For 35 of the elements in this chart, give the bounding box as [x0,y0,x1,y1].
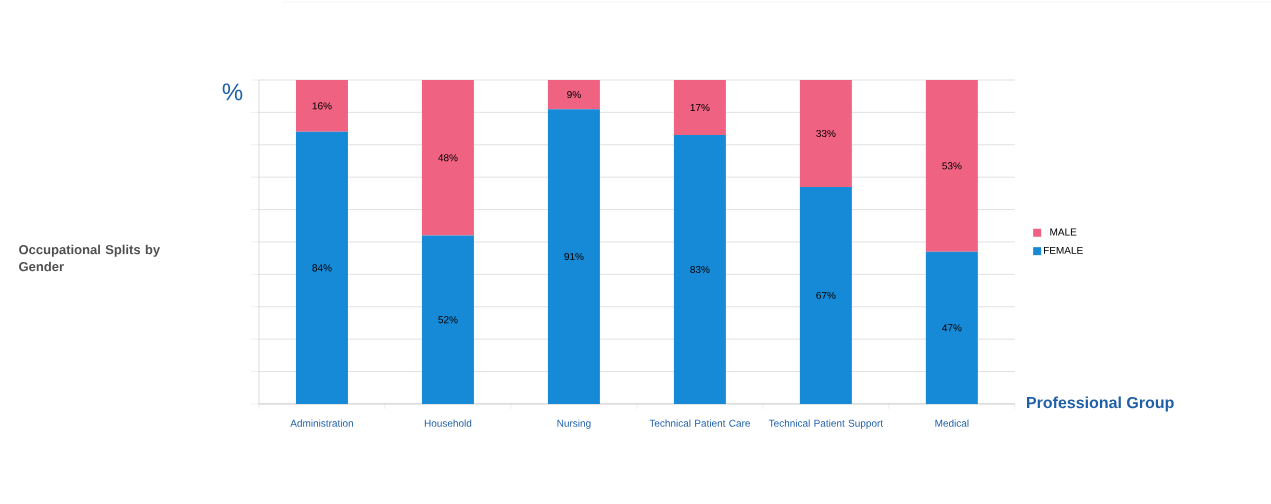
bar [799,186,852,404]
bar [925,80,978,252]
bar [673,80,726,136]
x-tick-label: Nursing [557,419,591,429]
data-label: 47% [942,324,962,332]
bar [421,80,474,236]
x-tick-label: Technical Patient Care [649,419,750,427]
bar [673,135,726,404]
text: Occupational Splits by Gender [19,244,161,272]
bar [799,80,852,187]
bar [421,235,474,404]
data-label: 16% [312,102,332,110]
bar [295,131,348,404]
data-label: 53% [942,162,962,170]
legend-label: FEMALE [1043,246,1083,254]
data-label: 33% [816,129,836,137]
data-label: 67% [816,291,836,299]
bar [547,109,600,404]
data-label: 48% [438,154,458,162]
bar [547,80,600,110]
x-axis-title: Professional Group [1027,396,1174,412]
data-label: 9% [567,91,581,99]
y-axis-title: % [222,83,243,101]
x-tick-label: Household [424,419,472,427]
data-label: 84% [312,264,332,272]
data-label: 17% [690,104,710,112]
x-tick-label: Technical Patient Support [768,419,884,429]
bar [295,80,348,132]
x-tick-label: Medical [935,419,969,427]
data-label: 91% [564,253,584,261]
data-label: 83% [690,265,710,274]
bar [925,251,978,404]
data-label: 52% [438,316,458,324]
legend-label: MALE [1050,228,1077,236]
x-tick-label: Administration [290,419,353,427]
